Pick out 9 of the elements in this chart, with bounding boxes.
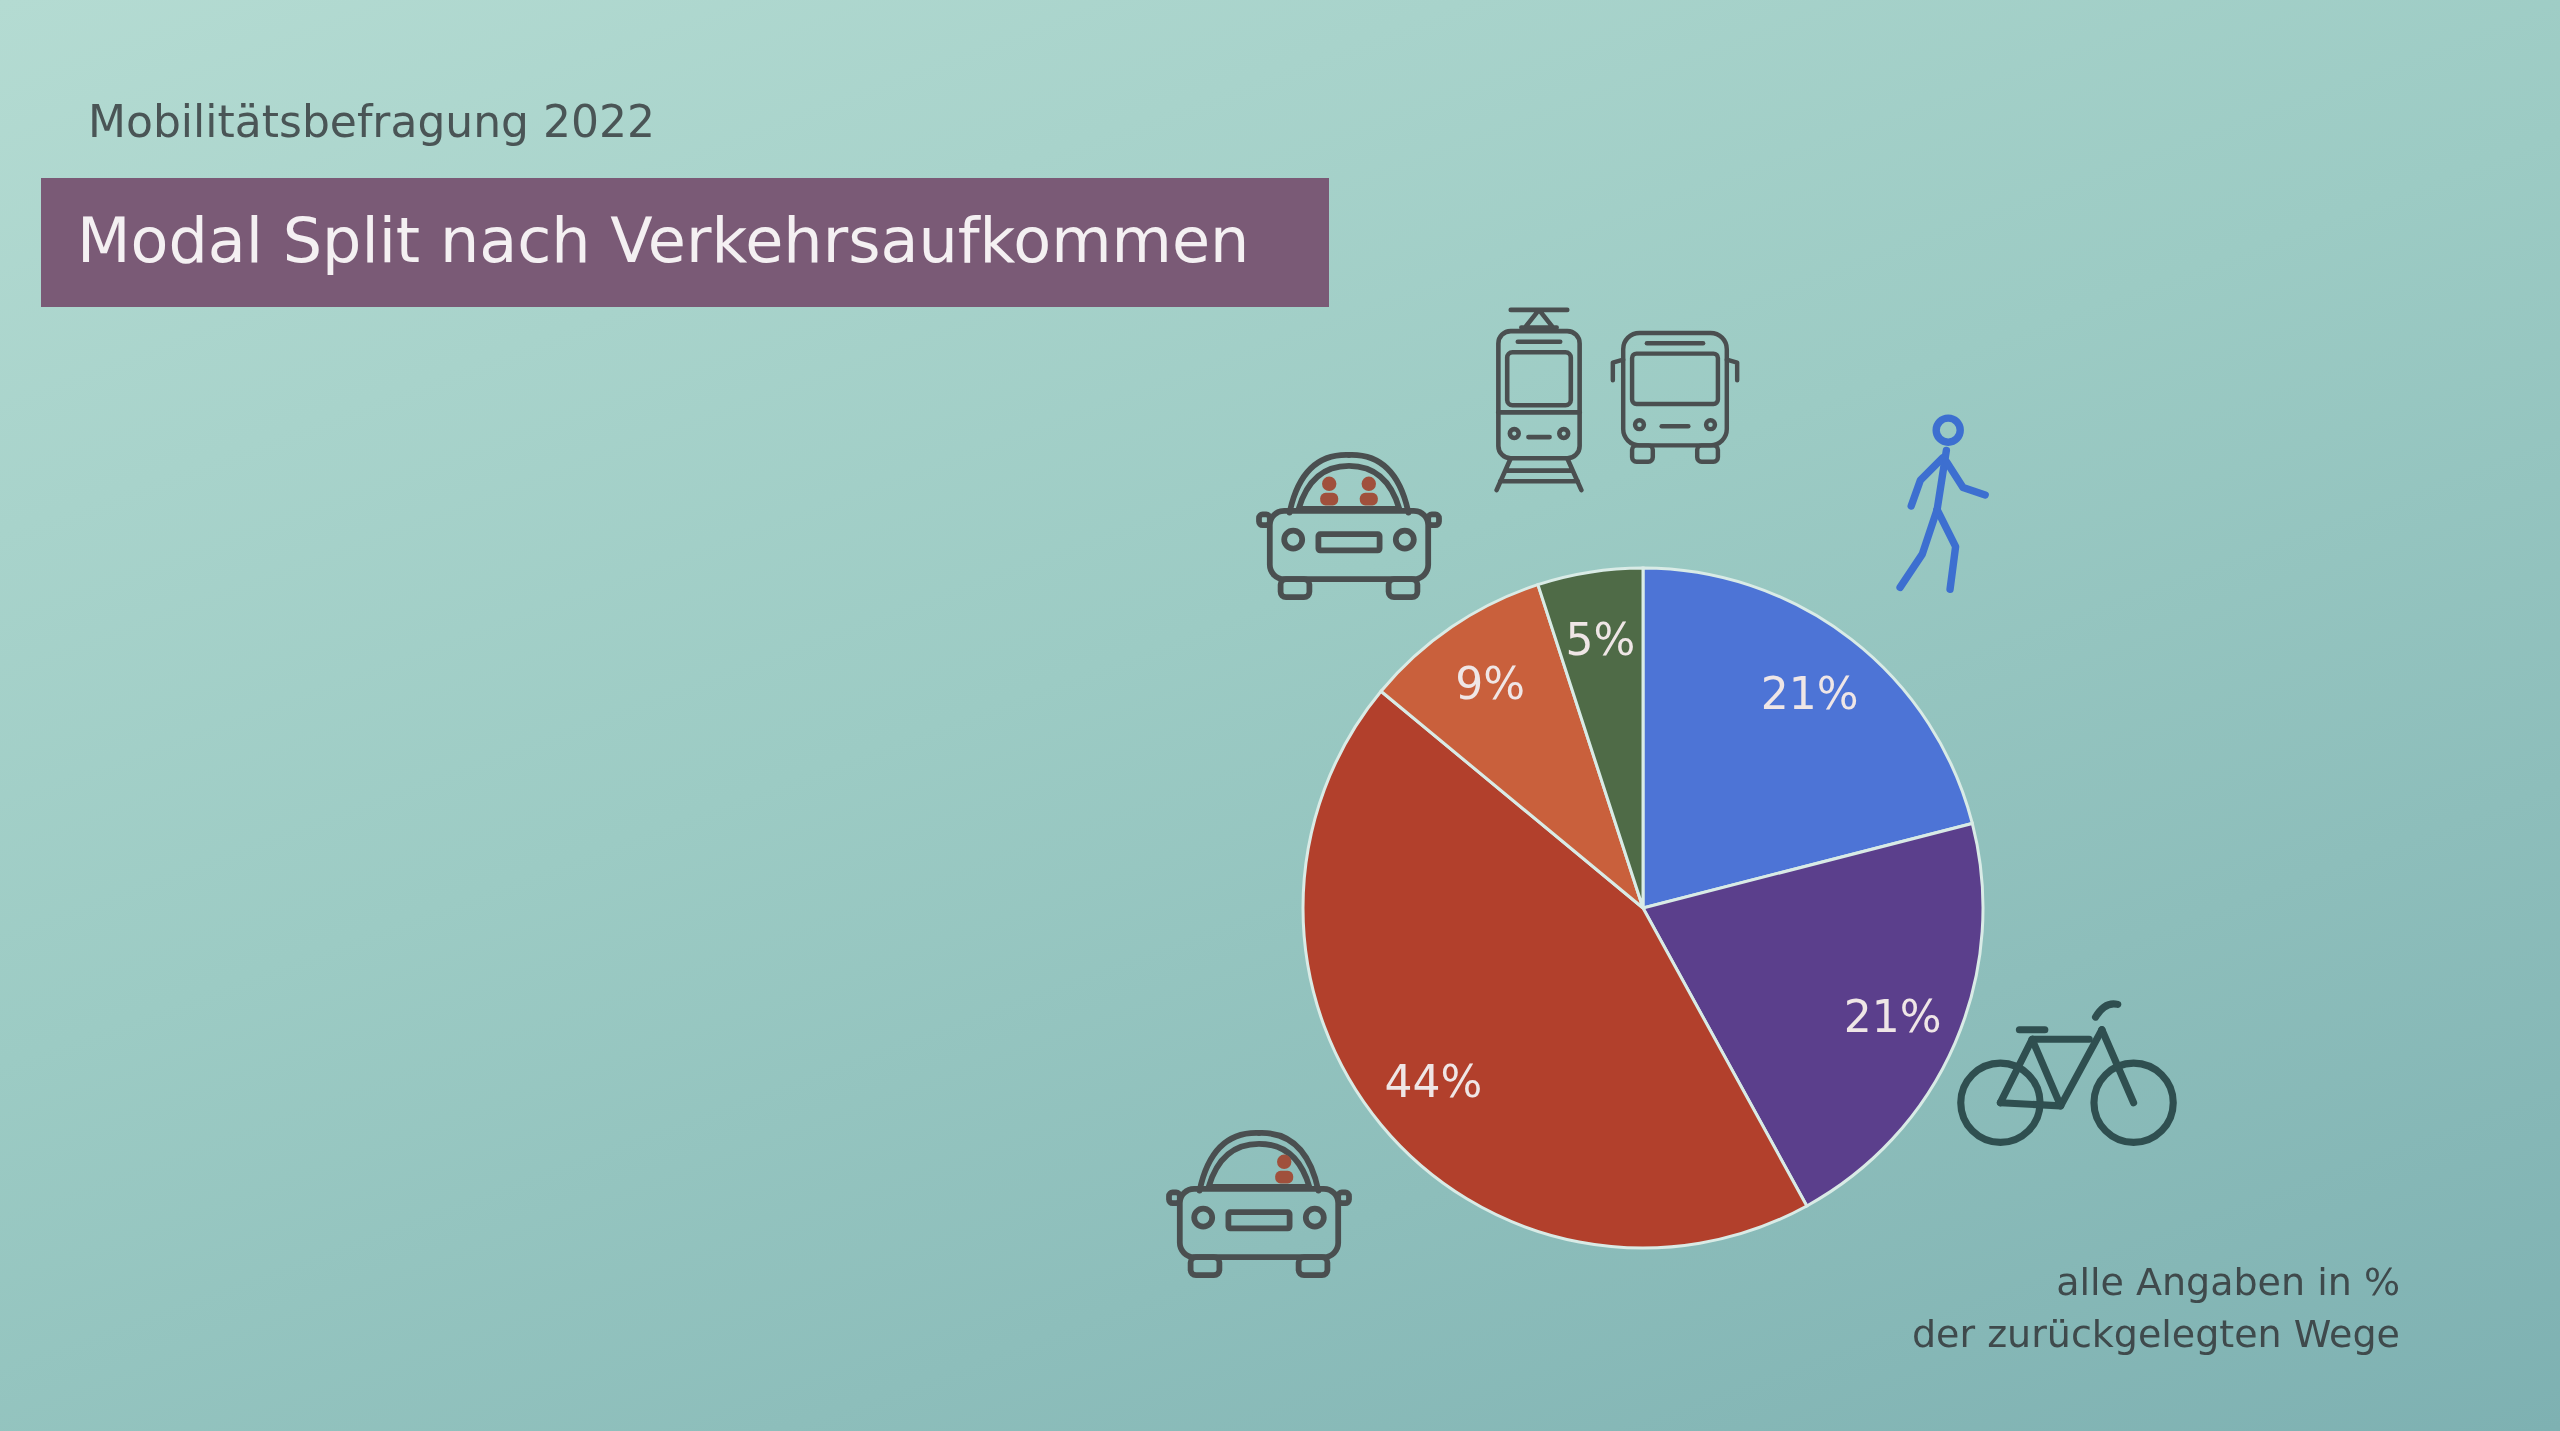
text: alle Angaben in % xyxy=(2055,1259,2400,1306)
text: der zurückgelegten Wege xyxy=(1911,1311,2400,1358)
data-label: 9% xyxy=(1455,657,1526,709)
text: Mobilitätsbefragung 2022 xyxy=(88,96,656,147)
data-label: 5% xyxy=(1565,613,1636,665)
data-label: 21% xyxy=(1760,667,1859,719)
data-label: 21% xyxy=(1843,990,1942,1042)
text: Modal Split nach Verkehrsaufkommen xyxy=(41,178,1330,307)
data-label: 44% xyxy=(1384,1055,1483,1107)
